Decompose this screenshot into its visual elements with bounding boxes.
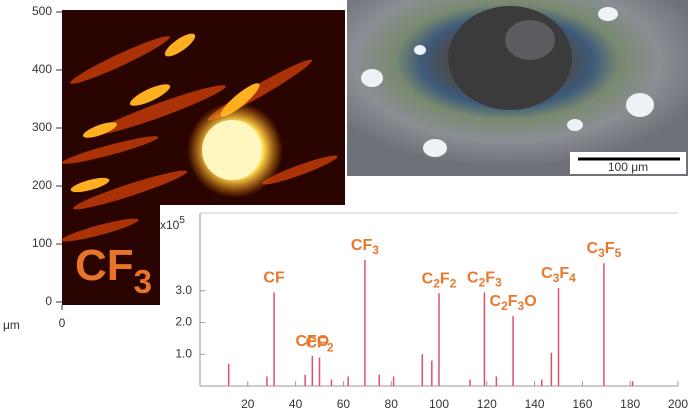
- formula-part: F: [508, 293, 518, 310]
- multiplier-exponent: 5: [179, 215, 185, 226]
- x-tick-label: 200: [668, 397, 688, 411]
- y-tick-label: 0: [45, 294, 52, 308]
- subscript: 4: [569, 271, 576, 285]
- peak-label: C2F3O: [490, 293, 537, 313]
- y-tick-label: 1.0: [175, 346, 192, 360]
- x-tick-label: 40: [289, 397, 303, 411]
- x-tick-label: 140: [525, 397, 545, 411]
- map-bright-core: [202, 120, 262, 180]
- formula-part: C: [490, 293, 502, 310]
- micrograph: 100 μm: [347, 0, 688, 176]
- formula-part: C: [541, 265, 553, 282]
- formula-part: CF: [263, 270, 285, 287]
- x-tick-label: 20: [241, 397, 255, 411]
- y-tick-label: 200: [32, 178, 52, 192]
- formula-part: CF: [305, 335, 327, 352]
- formula-part: C: [422, 271, 434, 288]
- formula-part: O: [524, 293, 536, 310]
- y-tick-label: 500: [32, 4, 52, 18]
- x-tick-label: 80: [385, 397, 399, 411]
- subscript: 3: [134, 263, 152, 300]
- formula-part: F: [559, 265, 569, 282]
- x-tick-label: 60: [337, 397, 351, 411]
- y-tick-label: 100: [32, 236, 52, 250]
- x-tick-label: 0: [59, 316, 66, 330]
- formula-part: CF: [351, 237, 373, 254]
- subscript: 2: [450, 276, 457, 290]
- formula-part: CF: [75, 241, 134, 290]
- subscript: 3: [495, 276, 502, 290]
- scale-label: 100 μm: [608, 160, 648, 174]
- spectrum-background: [160, 205, 697, 416]
- subscript: 3: [372, 243, 379, 257]
- formula-part: C: [467, 270, 479, 287]
- formula-part: F: [440, 271, 450, 288]
- subscript: 5: [615, 246, 622, 260]
- x-tick-label: 100: [429, 397, 449, 411]
- multiplier-base: x10: [160, 218, 180, 232]
- y-tick-label: 400: [32, 62, 52, 76]
- y-tick-label: 3.0: [175, 283, 192, 297]
- figure: 01002003004005000μmCF3 100 μm 1.02.03.02…: [0, 0, 697, 416]
- x-tick-label: 120: [477, 397, 497, 411]
- subscript: 2: [327, 341, 334, 355]
- formula-part: F: [605, 240, 615, 257]
- formula-part: C: [587, 240, 599, 257]
- y-tick-label: 2.0: [175, 315, 192, 329]
- particle-highlight: [505, 20, 555, 60]
- x-tick-label: 180: [620, 397, 640, 411]
- x-unit-label: μm: [3, 318, 20, 332]
- peak-label: CF: [263, 270, 285, 287]
- formula-part: F: [485, 270, 495, 287]
- particle: [448, 6, 572, 110]
- y-tick-label: 300: [32, 120, 52, 134]
- x-tick-label: 160: [572, 397, 592, 411]
